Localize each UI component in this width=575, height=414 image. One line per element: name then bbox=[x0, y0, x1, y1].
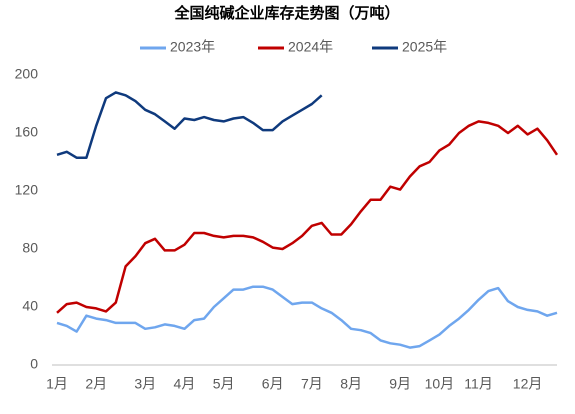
y-tick-label: 200 bbox=[15, 66, 39, 82]
y-tick-label: 40 bbox=[22, 298, 38, 314]
x-tick-label: 11月 bbox=[464, 376, 493, 392]
legend-label: 2023年 bbox=[170, 39, 215, 55]
x-tick-label: 5月 bbox=[213, 376, 235, 392]
x-tick-label: 3月 bbox=[134, 376, 156, 392]
y-tick-label: 80 bbox=[22, 240, 38, 256]
legend-label: 2025年 bbox=[402, 39, 447, 55]
x-tick-label: 12月 bbox=[513, 376, 543, 392]
x-tick-label: 6月 bbox=[262, 376, 284, 392]
x-tick-label: 4月 bbox=[174, 376, 196, 392]
x-tick-label: 2月 bbox=[85, 376, 107, 392]
chart-title: 全国纯碱企业库存走势图（万吨） bbox=[173, 4, 399, 22]
y-tick-label: 0 bbox=[30, 356, 38, 372]
x-tick-label: 9月 bbox=[389, 376, 411, 392]
x-tick-label: 8月 bbox=[340, 376, 362, 392]
series-line bbox=[56, 120, 559, 314]
x-tick-label: 10月 bbox=[425, 376, 455, 392]
y-tick-label: 120 bbox=[15, 182, 39, 198]
series-line bbox=[56, 285, 558, 349]
x-tick-label: 1月 bbox=[46, 376, 68, 392]
y-tick-label: 160 bbox=[15, 124, 39, 140]
x-tick-label: 7月 bbox=[301, 376, 323, 392]
series-line bbox=[56, 91, 323, 159]
legend-label: 2024年 bbox=[288, 39, 333, 55]
